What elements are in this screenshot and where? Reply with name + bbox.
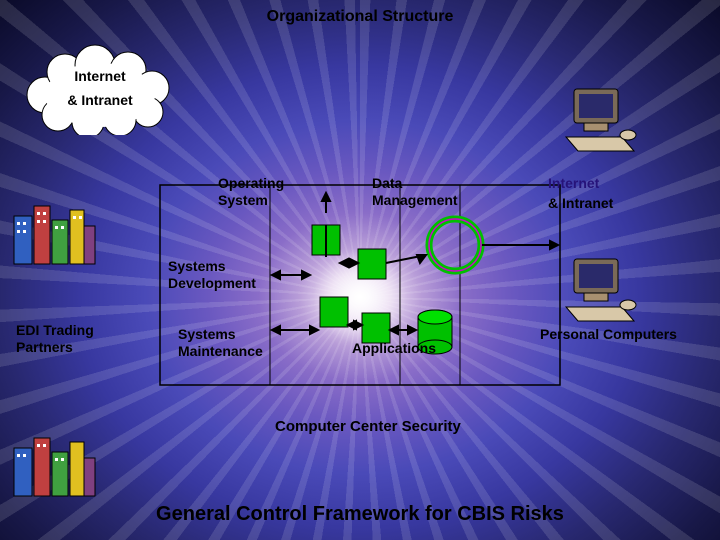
- label-systems-development: Systems Development: [168, 258, 256, 292]
- label-personal-computers: Personal Computers: [540, 326, 677, 343]
- label-applications: Applications: [352, 340, 436, 357]
- cloud-internet-intranet: Internet & Intranet: [20, 40, 180, 135]
- label-operating-system: Operating System: [218, 175, 284, 209]
- label-edi-trading-partners: EDI Trading Partners: [16, 322, 94, 356]
- cloud-line2: & Intranet: [67, 92, 132, 108]
- title-top: Organizational Structure: [0, 8, 720, 26]
- buildings-icon: [12, 430, 97, 500]
- title-bottom: General Control Framework for CBIS Risks: [0, 503, 720, 526]
- label-data-management: Data Management: [372, 175, 458, 209]
- computer-icon: [560, 85, 640, 155]
- label-systems-maintenance: Systems Maintenance: [178, 326, 263, 360]
- label-intranet-right: & Intranet: [548, 195, 613, 212]
- label-internet-right: Internet: [548, 175, 599, 192]
- label-computer-center-security: Computer Center Security: [275, 418, 461, 436]
- buildings-icon: [12, 198, 97, 268]
- cloud-line1: Internet: [74, 68, 125, 84]
- computer-icon: [560, 255, 640, 325]
